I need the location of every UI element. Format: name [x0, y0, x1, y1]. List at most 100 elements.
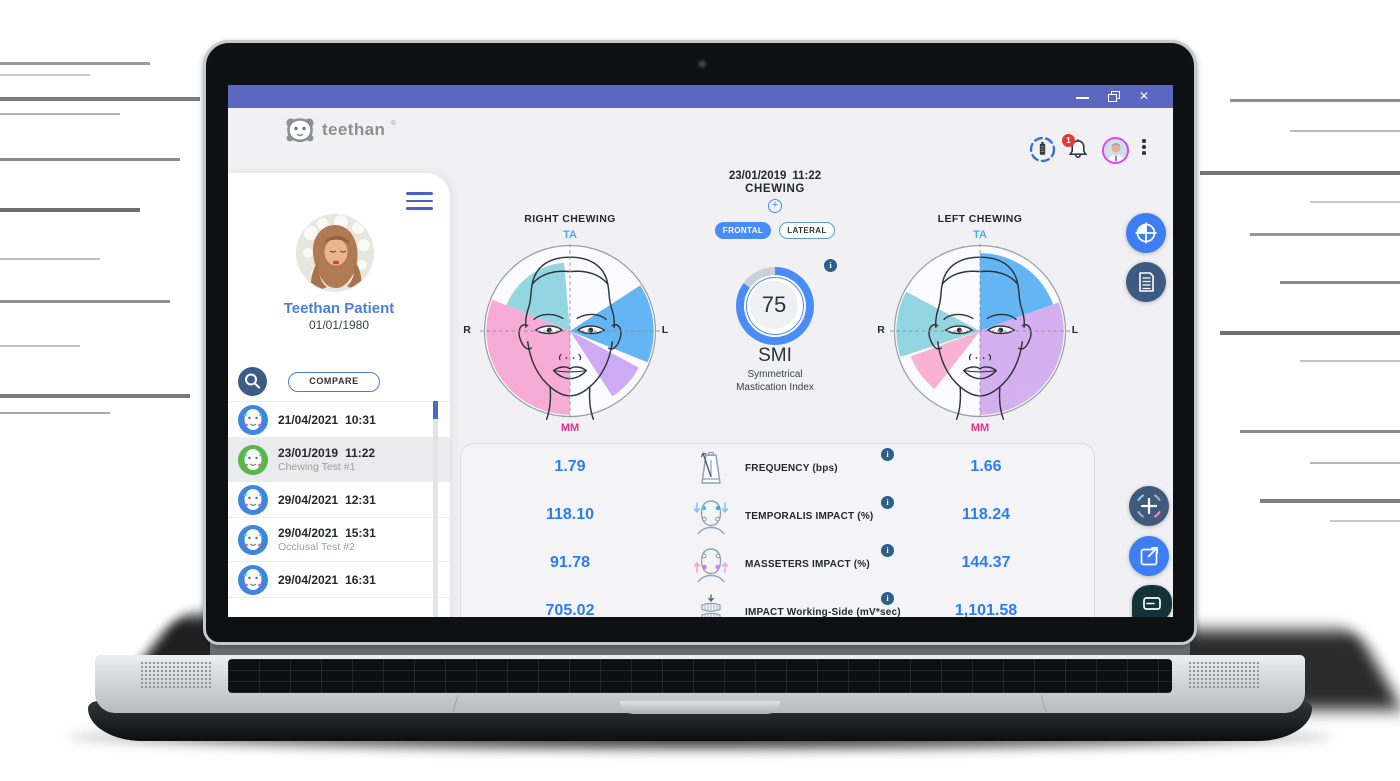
current-test-type: CHEWING [745, 183, 805, 195]
temporalis-icon [693, 500, 729, 535]
restore-button[interactable] [1107, 89, 1123, 104]
glitch-artifact-left [0, 345, 80, 347]
masseters-icon [693, 548, 729, 583]
notifications-button[interactable]: 1 [1062, 134, 1090, 166]
smi-sublabel: Symmetrical Mastication Index [736, 369, 814, 393]
laptop-screen: ✕ teethan ® [203, 40, 1197, 645]
scrollbar-thumb[interactable] [433, 401, 438, 419]
metric-right-value: 705.02 [545, 602, 595, 617]
overflow-menu-button[interactable] [1139, 139, 1149, 161]
metric-info-icon[interactable]: i [881, 544, 894, 557]
laptop-hinge [210, 641, 1190, 659]
laptop-keyboard-deck [95, 655, 1305, 713]
teeth-impact-icon [701, 594, 721, 617]
metric-info-icon[interactable]: i [881, 448, 894, 461]
right-axis-label: R [463, 324, 471, 336]
glitch-artifact-left [0, 97, 200, 101]
glitch-artifact-left [0, 394, 190, 398]
metric-row-impact: 705.02 IMPACT Working-Side (mV*sec) i 1,… [461, 588, 1096, 617]
metric-left-value: 1.66 [970, 458, 1002, 475]
report-button[interactable] [1126, 262, 1166, 302]
notification-badge: 1 [1062, 134, 1075, 147]
webcam-dot [699, 61, 705, 67]
metric-row-temporalis: 118.10 TEMPORALIS IMPACT (%) i 118.24 [461, 492, 1096, 540]
metric-right-value: 91.78 [549, 554, 591, 571]
right-chewing-polar-chart [480, 243, 660, 420]
left-chewing-title: LEFT CHEWING [937, 213, 1023, 225]
left-chewing-polar-chart [890, 243, 1070, 420]
glitch-artifact-right [1240, 430, 1400, 433]
patient-avatar[interactable] [297, 215, 373, 291]
chat-widget-button[interactable] [1132, 585, 1172, 617]
trackpad-divider [452, 695, 459, 712]
add-test-icon [1137, 494, 1161, 518]
battery-status-button[interactable] [1029, 136, 1056, 168]
minimize-button[interactable] [1074, 89, 1090, 104]
glitch-artifact-left [0, 158, 180, 161]
glitch-artifact-right [1260, 499, 1400, 503]
test-list-item[interactable]: 29/04/2021 16:31 [228, 561, 450, 597]
polar-chart-icon [1135, 222, 1157, 244]
mm-axis-label: MM [970, 422, 990, 434]
polar-view-button[interactable] [1126, 213, 1166, 253]
test-list-scrollbar[interactable] [433, 401, 438, 617]
window-titlebar: ✕ [228, 85, 1173, 108]
glitch-artifact-left [0, 208, 140, 212]
patient-photo [297, 215, 373, 291]
metric-label: FREQUENCY (bps) [745, 463, 838, 474]
registered-mark: ® [391, 121, 396, 127]
app-surface: teethan ® [228, 108, 1173, 617]
right-chewing-title: RIGHT CHEWING [524, 213, 616, 225]
metric-right-value: 118.10 [545, 506, 595, 523]
test-list-item[interactable]: 29/04/2021 15:31 Occlusal Test #2 [228, 517, 450, 561]
glitch-artifact-right [1330, 520, 1400, 522]
trackpad-divider [1040, 695, 1047, 712]
lateral-view-button[interactable]: LATERAL [779, 222, 835, 239]
metric-left-value: 118.24 [961, 506, 1011, 523]
add-note-button[interactable]: + [768, 199, 782, 213]
app-window: ✕ teethan ® [228, 85, 1173, 617]
metric-left-value: 144.37 [961, 554, 1011, 571]
brand-logo: teethan ® [284, 115, 396, 145]
hamburger-menu-button[interactable] [406, 192, 433, 210]
search-button[interactable] [238, 367, 267, 396]
metric-label: IMPACT Working-Side (mV*sec) [745, 607, 901, 617]
user-avatar[interactable] [1102, 137, 1129, 164]
metric-row-masseters: 91.78 MASSETERS IMPACT (%) i 144.37 [461, 540, 1096, 588]
test-list-item[interactable]: 29/04/2021 12:31 [228, 481, 450, 517]
metric-info-icon[interactable]: i [881, 592, 894, 605]
search-icon [245, 373, 260, 389]
smi-info-icon[interactable]: i [824, 259, 837, 272]
teethan-logo-icon [286, 118, 314, 143]
patient-name: Teethan Patient [283, 300, 395, 317]
share-export-button[interactable] [1129, 536, 1169, 576]
glitch-artifact-right [1280, 281, 1400, 284]
test-face-icon [238, 444, 268, 475]
test-subtitle: Occlusal Test #2 [278, 541, 355, 553]
metric-right-value: 1.79 [554, 458, 586, 475]
glitch-artifact-right [1250, 233, 1400, 236]
glitch-artifact-right [1300, 360, 1400, 362]
mm-axis-label: MM [560, 422, 580, 434]
metric-left-value: 1,101.58 [954, 602, 1018, 617]
test-list-item[interactable]: 21/04/2021 10:31 [228, 401, 450, 437]
glitch-artifact-right [1290, 130, 1400, 132]
close-button[interactable]: ✕ [1138, 89, 1150, 103]
metric-label: MASSETERS IMPACT (%) [745, 559, 870, 570]
test-list-item-selected[interactable]: 23/01/2019 11:22 Chewing Test #1 [228, 437, 450, 481]
frontal-view-button[interactable]: FRONTAL [715, 222, 771, 239]
new-test-button[interactable] [1129, 486, 1169, 526]
glitch-artifact-left [0, 258, 100, 260]
ta-axis-label: TA [563, 229, 577, 241]
metric-info-icon[interactable]: i [881, 496, 894, 509]
app-header: teethan ® [228, 108, 1173, 164]
compare-button[interactable]: COMPARE [288, 372, 380, 392]
doctor-avatar-image [1104, 139, 1127, 162]
glitch-artifact-left [0, 300, 170, 303]
left-axis-label: L [661, 324, 669, 336]
test-face-icon [238, 404, 268, 435]
speaker-grille [1188, 661, 1260, 689]
left-axis-label: L [1071, 324, 1079, 336]
laptop-lid-notch [620, 701, 780, 714]
